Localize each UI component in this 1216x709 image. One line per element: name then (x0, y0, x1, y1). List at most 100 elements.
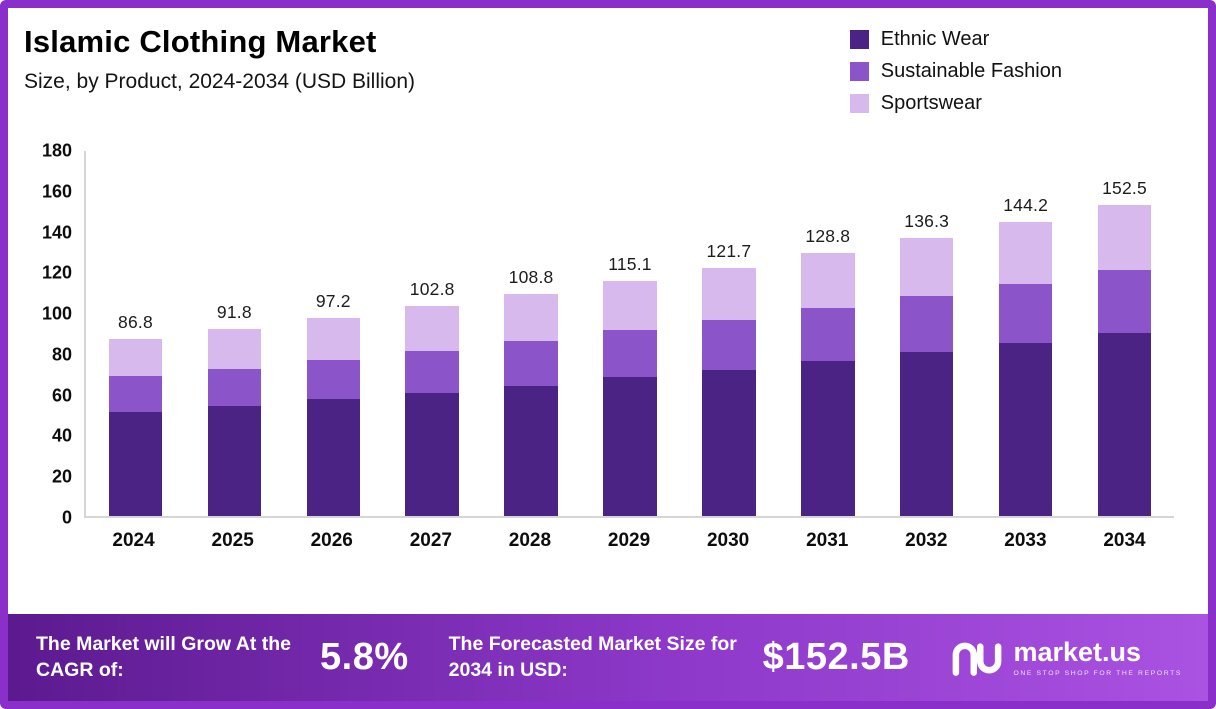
bar-total-label: 97.2 (315, 290, 351, 311)
bar-column-2024: 86.8 (86, 151, 185, 516)
x-axis-label: 2024 (112, 530, 155, 551)
legend-label: Sportswear (880, 92, 982, 114)
forecast-value: $152.5B (762, 636, 910, 678)
legend-label: Ethnic Wear (880, 28, 990, 50)
chart-title: Islamic Clothing Market (24, 24, 377, 59)
bar-segment-sportswear (504, 294, 558, 342)
logo-text-block: market.us One Stop Shop For The Reports (1013, 636, 1182, 677)
legend-swatch (849, 30, 869, 49)
bar-column-2027: 102.8 (383, 151, 482, 516)
bar-segment-ethnic-wear (306, 398, 360, 516)
x-axis-label: 2034 (1103, 530, 1146, 551)
y-tick-label: 0 (61, 507, 72, 528)
y-tick-label: 80 (51, 344, 72, 365)
forecast-label: The Forecasted Market Size for 2034 in U… (448, 633, 737, 681)
bar-total-label: 115.1 (608, 254, 652, 275)
bar-segment-ethnic-wear (801, 361, 855, 516)
y-axis: 0 20 40 60 80 100 120 140 160 180 (22, 141, 84, 528)
bar-segment-ethnic-wear (207, 405, 262, 516)
x-axis-label: 2032 (905, 530, 948, 551)
bar-total-label: 91.8 (216, 301, 252, 322)
legend: Ethnic Wear Sustainable Fashion Sportswear (849, 24, 1182, 115)
y-tick-label: 160 (41, 181, 72, 202)
y-tick-label: 180 (41, 140, 72, 161)
bar-segment-sustainable-fashion (306, 359, 360, 399)
bar-segment-sustainable-fashion (504, 341, 558, 386)
bar-segment-sportswear (900, 238, 954, 297)
y-tick-label: 60 (51, 385, 72, 406)
bar-segment-sustainable-fashion (900, 296, 954, 352)
bar-total-label: 152.5 (1102, 178, 1147, 199)
bar-segment-sportswear (702, 267, 756, 321)
x-axis-label: 2027 (409, 530, 452, 551)
bar-segment-ethnic-wear (504, 385, 558, 516)
y-tick-label: 140 (41, 222, 72, 243)
y-tick-label: 40 (51, 425, 72, 446)
x-axis-label: 2030 (706, 530, 750, 551)
bar-segment-ethnic-wear (603, 377, 657, 516)
bar-column-2028: 108.8 (482, 151, 581, 516)
plot-wrap: 86.8 91.8 97.2 102.8 108.8 115.1 121.7 128.8 136… (84, 151, 1174, 564)
bar-segment-sustainable-fashion (801, 308, 855, 362)
bar-segment-sustainable-fashion (998, 283, 1053, 343)
legend-swatch (849, 94, 869, 113)
bar-segment-sportswear (405, 306, 459, 351)
bar-segment-sustainable-fashion (207, 368, 262, 406)
bar-column-2025: 91.8 (185, 151, 284, 516)
bar-segment-sportswear (801, 253, 855, 309)
footer-banner: The Market will Grow At the CAGR of: 5.8… (8, 614, 1208, 701)
bar-total-label: 102.8 (409, 279, 455, 300)
bar-segment-ethnic-wear (900, 351, 954, 516)
bar-column-2033: 144.2 (976, 151, 1075, 516)
x-axis-label: 2025 (211, 530, 254, 551)
bar-total-label: 86.8 (118, 312, 153, 333)
bar-segment-sustainable-fashion (603, 330, 657, 378)
marketus-logo-icon (953, 642, 1002, 676)
bar-segment-sportswear (207, 328, 262, 369)
bar-segment-ethnic-wear (1097, 332, 1152, 516)
bar-segment-sustainable-fashion (702, 320, 756, 371)
chart-subtitle: Size, by Product, 2024-2034 (USD Billion… (24, 70, 416, 93)
legend-item: Sportswear (849, 92, 1062, 115)
bar-total-label: 144.2 (1003, 195, 1048, 216)
bar-column-2029: 115.1 (581, 151, 680, 516)
bar-segment-sustainable-fashion (1097, 270, 1152, 333)
bar-segment-sportswear (108, 339, 163, 377)
cagr-label: The Market will Grow At the CAGR of: (36, 633, 291, 681)
x-axis: 2024 2025 2026 2027 2028 2029 2030 2031 2032 2033… (84, 518, 1174, 564)
legend-item: Sustainable Fashion (849, 60, 1062, 83)
plot-area: 86.8 91.8 97.2 102.8 108.8 115.1 121.7 128.8 136… (84, 151, 1174, 518)
bar-column-2030: 121.7 (679, 151, 778, 516)
bar-total-label: 108.8 (508, 267, 554, 288)
bar-segment-ethnic-wear (702, 370, 756, 516)
bar-segment-sportswear (306, 317, 360, 360)
bar-segment-sustainable-fashion (108, 376, 163, 413)
x-axis-label: 2029 (607, 530, 651, 551)
logo-text: market.us (1013, 636, 1142, 667)
bar-segment-ethnic-wear (405, 392, 459, 516)
y-tick-label: 100 (41, 303, 72, 324)
x-axis-label: 2033 (1004, 530, 1047, 551)
x-axis-label: 2031 (806, 530, 849, 551)
bar-segment-sportswear (1097, 205, 1152, 271)
legend-item: Ethnic Wear (849, 28, 1062, 51)
legend-label: Sustainable Fashion (880, 60, 1062, 82)
chart-header: Islamic Clothing Market Size, by Product… (8, 8, 1208, 115)
bar-column-2026: 97.2 (284, 151, 383, 516)
y-tick-label: 20 (51, 466, 72, 487)
bar-segment-sustainable-fashion (405, 350, 459, 393)
bar-column-2031: 128.8 (778, 151, 877, 516)
bar-segment-ethnic-wear (998, 342, 1053, 516)
bar-segment-sportswear (603, 281, 657, 331)
logo-tagline: One Stop Shop For The Reports (1013, 669, 1182, 677)
marketus-logo: market.us One Stop Shop For The Reports (951, 638, 1182, 678)
bar-total-label: 136.3 (904, 211, 950, 232)
bar-column-2034: 152.5 (1075, 151, 1174, 516)
legend-swatch (849, 62, 869, 81)
bar-total-label: 121.7 (706, 240, 752, 261)
stacked-bar-chart: 0 20 40 60 80 100 120 140 160 180 86.8 91.8 97.2 102… (8, 141, 1208, 564)
title-block: Islamic Clothing Market Size, by Product… (24, 24, 415, 94)
bar-segment-ethnic-wear (108, 412, 163, 516)
x-axis-label: 2028 (508, 530, 552, 551)
